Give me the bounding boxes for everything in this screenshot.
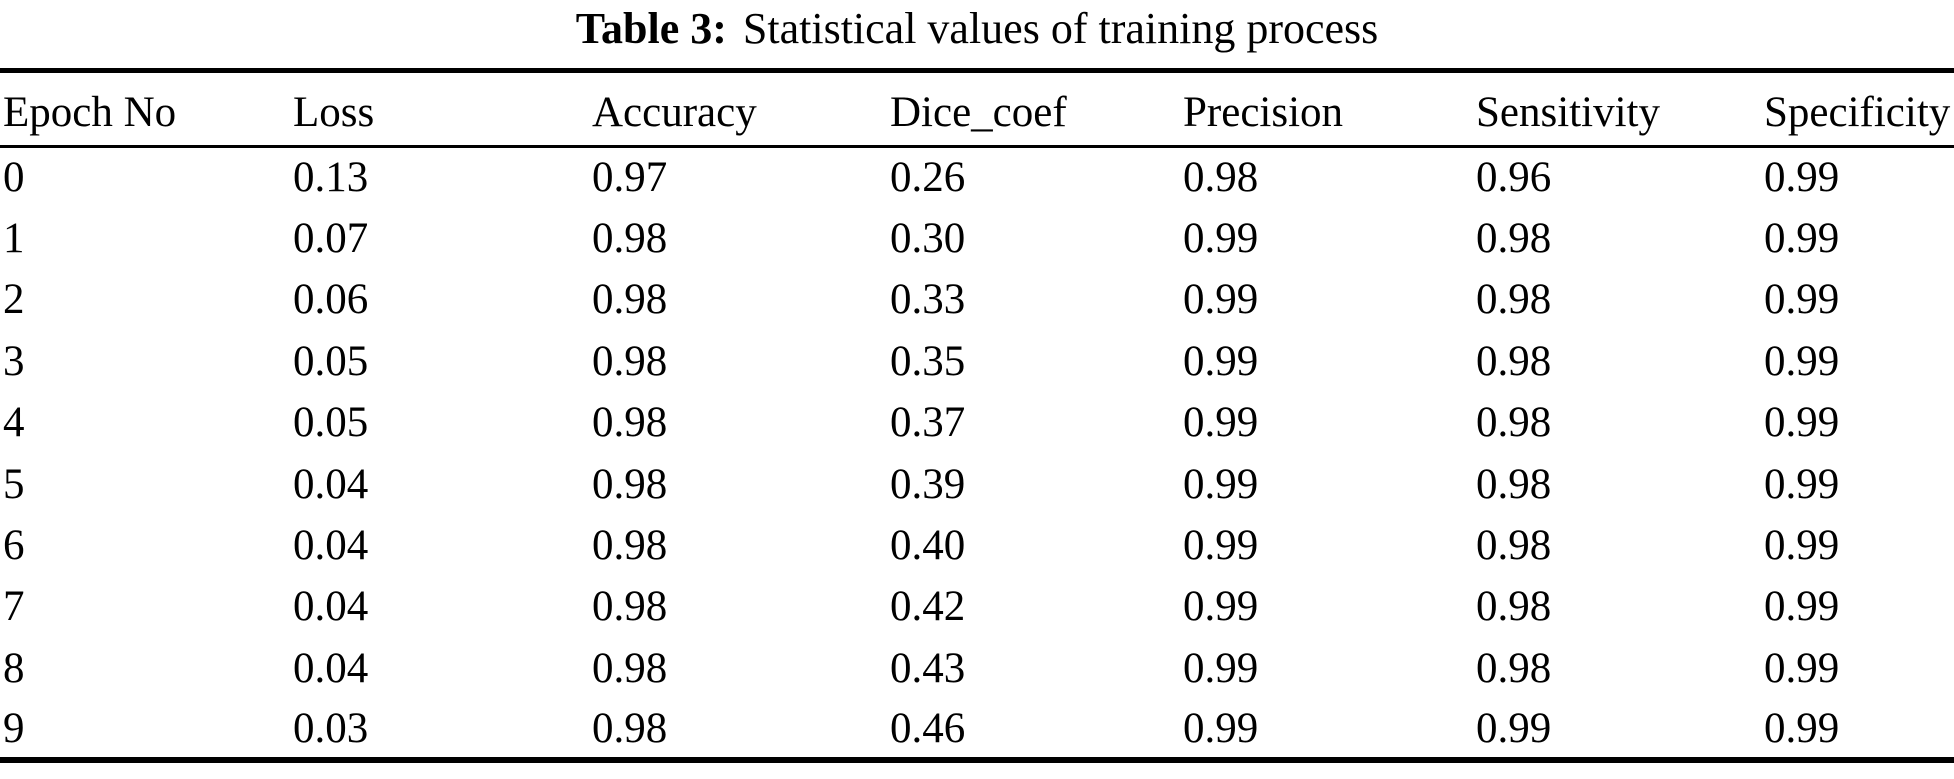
column-header: Accuracy [592,88,757,136]
header-row: Epoch No Loss Accuracy Dice_coef Precision Se… [0,71,1954,147]
value-cell: 0.99 [1183,704,1259,752]
value-cell: 0.05 [293,399,369,447]
value-cell: 0.98 [592,276,668,324]
value-cell: 0.98 [1476,583,1552,631]
epoch-cell: 9 [3,704,25,752]
epoch-cell: 1 [3,215,25,263]
value-cell: 0.99 [1764,154,1840,202]
value-cell: 0.99 [1764,704,1840,752]
value-cell: 0.99 [1764,522,1840,570]
value-cell: 0.37 [890,399,966,447]
value-cell: 0.98 [592,522,668,570]
epoch-cell: 0 [3,154,25,202]
value-cell: 0.98 [1476,337,1552,385]
epoch-cell: 5 [3,460,25,508]
value-cell: 0.42 [890,583,966,631]
value-cell: 0.99 [1764,337,1840,385]
value-cell: 0.33 [890,276,966,324]
value-cell: 0.98 [592,583,668,631]
column-header: Dice_coef [890,88,1067,136]
value-cell: 0.04 [293,644,369,692]
value-cell: 0.98 [592,399,668,447]
value-cell: 0.99 [1183,276,1259,324]
table-row: 8 0.04 0.98 0.43 0.99 0.98 0.99 [0,638,1954,699]
value-cell: 0.96 [1476,154,1552,202]
value-cell: 0.98 [592,704,668,752]
value-cell: 0.06 [293,276,369,324]
value-cell: 0.99 [1764,460,1840,508]
value-cell: 0.13 [293,154,369,202]
value-cell: 0.98 [592,215,668,263]
table-row: 2 0.06 0.98 0.33 0.99 0.98 0.99 [0,269,1954,330]
epoch-cell: 3 [3,337,25,385]
value-cell: 0.99 [1476,704,1552,752]
value-cell: 0.98 [1476,522,1552,570]
value-cell: 0.43 [890,644,966,692]
value-cell: 0.98 [1476,644,1552,692]
value-cell: 0.99 [1764,276,1840,324]
value-cell: 0.99 [1183,215,1259,263]
value-cell: 0.99 [1183,399,1259,447]
value-cell: 0.99 [1764,644,1840,692]
epoch-cell: 7 [3,583,25,631]
value-cell: 0.04 [293,583,369,631]
epoch-cell: 6 [3,522,25,570]
value-cell: 0.98 [1183,154,1259,202]
epoch-cell: 4 [3,399,25,447]
value-cell: 0.99 [1764,583,1840,631]
value-cell: 0.04 [293,522,369,570]
column-header: Loss [293,88,375,136]
value-cell: 0.98 [1476,460,1552,508]
column-header: Sensitivity [1476,88,1660,136]
value-cell: 0.07 [293,215,369,263]
value-cell: 0.40 [890,522,966,570]
caption-text: Statistical values of training process [742,4,1379,53]
value-cell: 0.98 [1476,215,1552,263]
value-cell: 0.05 [293,337,369,385]
value-cell: 0.46 [890,704,966,752]
column-header: Precision [1183,88,1344,136]
table-body: 0 0.13 0.97 0.26 0.98 0.96 0.99 1 0.07 0.98 0.30 0.… [0,147,1954,761]
value-cell: 0.98 [592,337,668,385]
column-header: Specificity [1764,88,1951,136]
caption-label: Table 3: [575,4,727,53]
value-cell: 0.35 [890,337,966,385]
value-cell: 0.99 [1764,215,1840,263]
table-row: 7 0.04 0.98 0.42 0.99 0.98 0.99 [0,576,1954,637]
value-cell: 0.99 [1183,644,1259,692]
value-cell: 0.97 [592,154,668,202]
table-row: 1 0.07 0.98 0.30 0.99 0.98 0.99 [0,208,1954,269]
value-cell: 0.99 [1183,522,1259,570]
table-row: 3 0.05 0.98 0.35 0.99 0.98 0.99 [0,331,1954,392]
value-cell: 0.26 [890,154,966,202]
value-cell: 0.99 [1183,460,1259,508]
table-row: 0 0.13 0.97 0.26 0.98 0.96 0.99 [0,147,1954,208]
table-caption: Table 3: Statistical values of training p… [0,0,1954,58]
value-cell: 0.99 [1183,583,1259,631]
value-cell: 0.99 [1183,337,1259,385]
epoch-cell: 8 [3,644,25,692]
value-cell: 0.03 [293,704,369,752]
value-cell: 0.99 [1764,399,1840,447]
value-cell: 0.39 [890,460,966,508]
table-row: 4 0.05 0.98 0.37 0.99 0.98 0.99 [0,392,1954,453]
column-header: Epoch No [3,88,177,136]
value-cell: 0.98 [592,644,668,692]
epoch-cell: 2 [3,276,25,324]
table-row: 9 0.03 0.98 0.46 0.99 0.99 0.99 [0,699,1954,760]
table-row: 5 0.04 0.98 0.39 0.99 0.98 0.99 [0,453,1954,514]
stats-table: Epoch No Loss Accuracy Dice_coef Precision Se… [0,68,1954,764]
value-cell: 0.04 [293,460,369,508]
value-cell: 0.98 [592,460,668,508]
table-row: 6 0.04 0.98 0.40 0.99 0.98 0.99 [0,515,1954,576]
value-cell: 0.98 [1476,399,1552,447]
value-cell: 0.30 [890,215,966,263]
value-cell: 0.98 [1476,276,1552,324]
